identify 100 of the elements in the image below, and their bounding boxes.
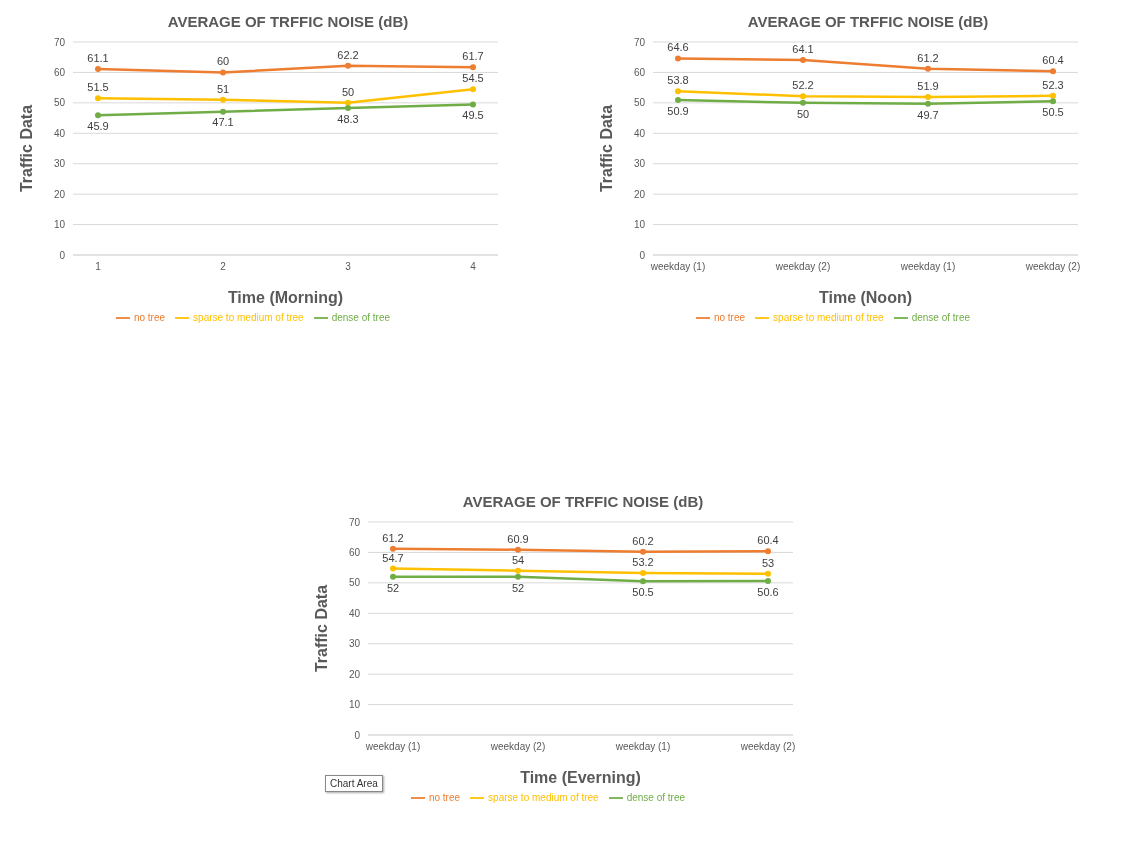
point	[470, 64, 476, 71]
data-label: 60.9	[507, 532, 529, 545]
x-tick-label: weekday (1)	[614, 741, 671, 753]
data-label: 61.2	[917, 51, 939, 64]
y-tick-label: 60	[348, 546, 361, 558]
x-tick-label: 4	[470, 261, 477, 273]
y-tick-label: 10	[633, 219, 646, 231]
point	[925, 65, 931, 72]
legend-label: no tree	[713, 311, 746, 323]
data-label: 64.6	[667, 41, 689, 54]
point	[800, 93, 806, 100]
data-label: 52.2	[792, 79, 814, 92]
y-axis-title: Traffic Data	[597, 104, 615, 193]
y-tick-label: 0	[639, 249, 646, 261]
y-tick-label: 40	[53, 127, 66, 139]
legend-label: dense of tree	[331, 311, 391, 323]
data-label: 49.7	[917, 108, 939, 121]
data-label: 53.8	[667, 74, 689, 87]
data-label: 54.5	[462, 72, 484, 85]
y-axis-title: Traffic Data	[17, 104, 35, 193]
y-tick-label: 70	[348, 516, 361, 528]
x-tick-label: weekday (1)	[649, 261, 706, 273]
point	[765, 570, 771, 577]
point	[390, 565, 396, 572]
x-tick-label: 1	[95, 261, 102, 273]
point	[640, 578, 646, 585]
data-label: 51	[216, 82, 230, 95]
x-tick-label: weekday (1)	[899, 261, 956, 273]
y-axis-title: Traffic Data	[312, 584, 330, 673]
y-tick-label: 50	[633, 97, 646, 109]
point	[925, 94, 931, 101]
data-label: 51.5	[87, 81, 109, 94]
data-label: 64.1	[792, 42, 814, 55]
legend-label: dense of tree	[911, 311, 971, 323]
data-label: 60.4	[757, 534, 779, 547]
data-label: 50.5	[1042, 106, 1064, 119]
y-tick-label: 30	[633, 158, 646, 170]
x-axis-title: Time (Noon)	[818, 289, 913, 306]
point	[470, 86, 476, 93]
data-label: 54	[511, 553, 525, 566]
data-label: 45.9	[87, 120, 109, 133]
data-label: 61.7	[462, 50, 484, 63]
x-axis-title: Time (Morning)	[227, 289, 344, 306]
data-label: 52	[386, 581, 400, 594]
point	[675, 97, 681, 104]
data-label: 50.6	[757, 585, 779, 598]
text: Chart Area	[325, 775, 383, 792]
y-tick-label: 50	[348, 577, 361, 589]
legend-label: sparse to medium of tree	[773, 311, 884, 323]
y-tick-label: 40	[348, 607, 361, 619]
point	[345, 105, 351, 112]
x-tick-label: weekday (2)	[489, 741, 546, 753]
y-tick-label: 60	[53, 66, 66, 78]
y-tick-label: 30	[348, 638, 361, 650]
data-label: 60.2	[632, 534, 654, 547]
point	[390, 545, 396, 552]
point	[1050, 92, 1056, 99]
y-tick-label: 20	[348, 668, 361, 680]
data-label: 54.7	[382, 551, 404, 564]
point	[95, 66, 101, 73]
point	[220, 69, 226, 76]
chart-title: AVERAGE OF TRFFIC NOISE (dB)	[461, 493, 705, 510]
chart-title: AVERAGE OF TRFFIC NOISE (dB)	[166, 13, 410, 30]
x-tick-label: weekday (2)	[739, 741, 796, 753]
point	[390, 573, 396, 580]
legend-label: sparse to medium of tree	[488, 791, 599, 803]
y-tick-label: 60	[633, 66, 646, 78]
legend-label: no tree	[133, 311, 166, 323]
data-label: 49.5	[462, 109, 484, 122]
data-label: 50.9	[667, 104, 689, 117]
data-label: 53.2	[632, 556, 654, 569]
x-tick-label: 3	[345, 261, 352, 273]
point	[220, 108, 226, 115]
data-label: 62.2	[337, 48, 359, 61]
legend-label: dense of tree	[626, 791, 686, 803]
y-tick-label: 50	[53, 97, 66, 109]
point	[640, 570, 646, 577]
x-tick-label: weekday (2)	[1024, 261, 1081, 273]
legend-label: no tree	[428, 791, 461, 803]
point	[640, 548, 646, 555]
point	[95, 95, 101, 102]
data-label: 60.4	[1042, 54, 1064, 67]
x-tick-label: weekday (2)	[774, 261, 831, 273]
y-tick-label: 70	[53, 36, 66, 48]
point	[220, 96, 226, 103]
data-label: 53	[761, 556, 775, 569]
point	[800, 56, 806, 63]
point	[1050, 68, 1056, 75]
y-tick-label: 10	[53, 219, 66, 231]
data-label: 52	[511, 581, 525, 594]
point	[515, 546, 521, 553]
point	[765, 548, 771, 555]
point	[1050, 98, 1056, 105]
point	[765, 578, 771, 585]
y-tick-label: 20	[53, 188, 66, 200]
point	[515, 573, 521, 580]
point	[675, 88, 681, 95]
data-label: 51.9	[917, 80, 939, 93]
data-label: 47.1	[212, 116, 234, 129]
y-tick-label: 20	[633, 188, 646, 200]
